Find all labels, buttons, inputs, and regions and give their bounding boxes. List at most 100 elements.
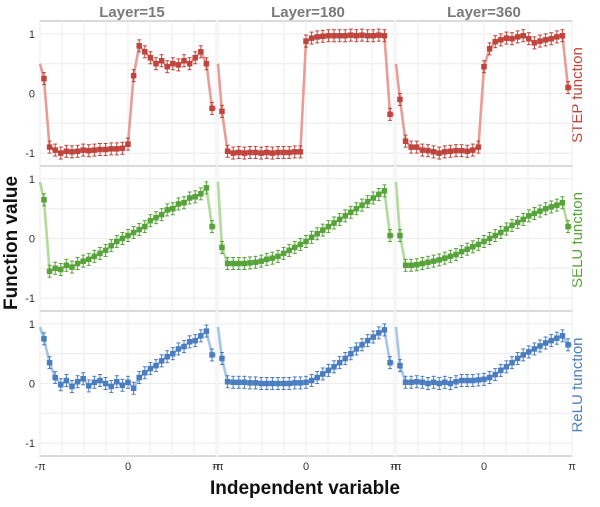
data-point <box>503 35 510 41</box>
data-point <box>192 55 198 61</box>
data-point <box>419 379 426 386</box>
data-point <box>376 32 382 38</box>
data-point <box>230 379 236 386</box>
data-point <box>314 34 320 40</box>
data-point <box>192 194 198 200</box>
data-point <box>503 364 510 370</box>
data-point <box>198 49 204 55</box>
data-point <box>436 257 442 263</box>
data-point <box>258 380 264 387</box>
data-point <box>331 220 337 226</box>
data-point <box>414 378 420 385</box>
data-point <box>46 268 53 275</box>
data-point <box>198 333 204 339</box>
y-axis-title: Function value <box>1 176 22 310</box>
data-point <box>526 349 532 355</box>
data-point <box>280 380 287 387</box>
data-point <box>114 378 120 385</box>
data-point <box>565 84 571 91</box>
y-tick-label: 1 <box>29 319 35 331</box>
data-point <box>164 63 170 70</box>
data-point <box>303 238 309 245</box>
data-point <box>181 200 187 206</box>
data-point <box>458 147 465 154</box>
data-point <box>170 205 176 212</box>
data-point <box>453 378 459 385</box>
data-point <box>153 60 159 67</box>
data-point <box>492 38 498 45</box>
data-point <box>147 217 154 224</box>
data-point <box>486 46 493 52</box>
data-point <box>348 32 354 38</box>
data-point <box>531 40 538 46</box>
data-point <box>86 256 92 263</box>
data-point <box>264 256 270 263</box>
data-point <box>236 260 242 267</box>
data-point <box>419 260 426 267</box>
data-point <box>514 355 521 362</box>
data-point <box>275 380 281 387</box>
data-point <box>486 374 493 381</box>
data-point <box>80 258 86 264</box>
data-point <box>258 258 264 264</box>
data-point <box>475 241 482 248</box>
data-point <box>224 378 231 385</box>
data-point <box>142 49 148 55</box>
data-point <box>336 32 343 39</box>
data-point <box>408 144 414 150</box>
data-point <box>559 200 566 206</box>
data-point <box>102 146 109 153</box>
data-point <box>130 385 137 392</box>
column-title-layer-360: Layer=360 <box>447 4 521 21</box>
panel-3-2: -π 0 π <box>212 310 398 473</box>
data-point <box>269 380 276 387</box>
panel-2-1: 1 0 -1 <box>25 165 217 312</box>
data-point <box>186 195 193 201</box>
data-point <box>370 32 376 39</box>
data-point <box>542 37 549 43</box>
data-point <box>164 353 170 360</box>
data-point <box>63 377 70 384</box>
data-point <box>464 246 470 252</box>
data-point <box>320 227 326 233</box>
data-point <box>158 57 165 64</box>
x-tick-label: π <box>568 461 576 473</box>
data-point <box>52 374 58 381</box>
data-point <box>125 141 131 147</box>
data-point <box>554 34 560 40</box>
data-point <box>402 379 409 386</box>
data-point <box>203 328 210 334</box>
data-point <box>46 144 53 150</box>
data-point <box>442 255 448 261</box>
data-point <box>348 209 354 216</box>
data-point <box>86 147 92 154</box>
data-point <box>414 261 420 268</box>
data-point <box>297 241 304 248</box>
data-point <box>548 35 554 42</box>
data-point <box>46 359 53 366</box>
data-point <box>342 355 348 362</box>
data-point <box>136 226 142 233</box>
data-point <box>264 149 270 156</box>
data-point <box>164 207 170 213</box>
panel-2-2 <box>216 165 395 312</box>
column-title-layer-180: Layer=180 <box>271 4 345 21</box>
y-tick-label: -1 <box>25 293 35 305</box>
data-point <box>498 367 504 374</box>
data-point <box>147 55 154 61</box>
data-point <box>153 214 159 221</box>
data-point <box>402 138 409 144</box>
data-point <box>91 147 98 153</box>
data-point <box>74 260 81 267</box>
data-point <box>336 359 343 366</box>
data-point <box>397 96 403 103</box>
data-point <box>203 60 210 67</box>
data-point <box>520 352 526 358</box>
data-point <box>136 374 142 381</box>
data-point <box>142 370 148 376</box>
data-point <box>41 336 47 342</box>
data-point <box>209 352 215 358</box>
data-point <box>458 248 465 255</box>
data-point <box>170 60 176 67</box>
column-title-layer-15: Layer=15 <box>99 4 164 21</box>
